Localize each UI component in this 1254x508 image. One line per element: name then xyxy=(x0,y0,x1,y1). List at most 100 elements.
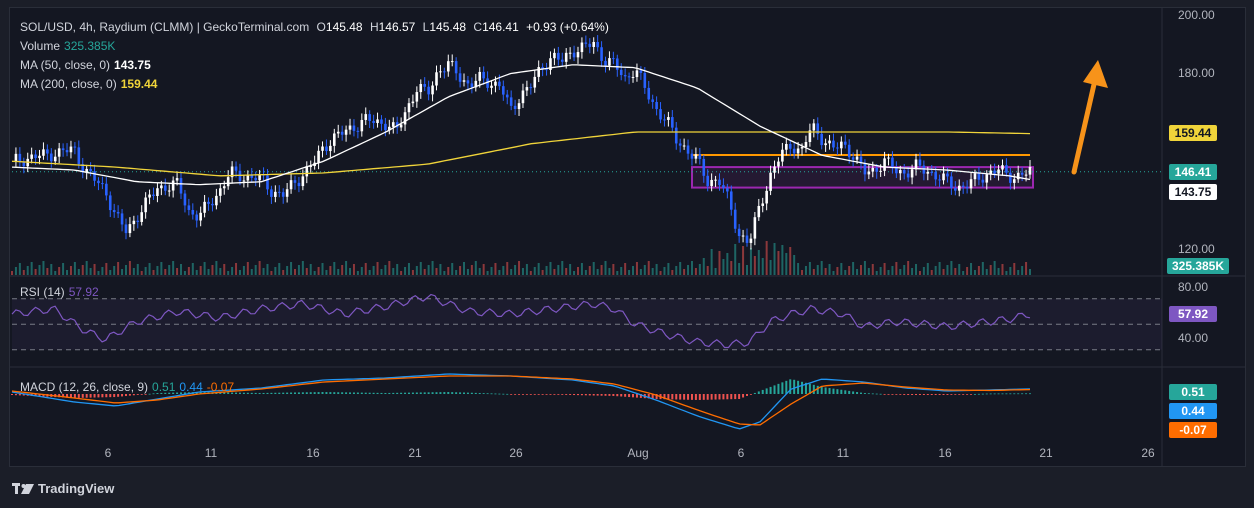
candle-body xyxy=(773,166,776,173)
candle-body xyxy=(226,177,230,187)
ma200-legend[interactable]: MA (200, close, 0) 159.44 xyxy=(20,77,158,91)
macd-histogram-bar xyxy=(639,394,642,398)
volume-bar xyxy=(124,265,127,275)
volume-bar xyxy=(859,265,862,275)
macd-histogram-bar xyxy=(266,392,269,394)
hist-price-label: -0.07 xyxy=(1169,422,1217,438)
candle-body xyxy=(906,173,910,178)
candle-body xyxy=(317,150,320,163)
candle-body xyxy=(144,197,147,213)
macd-histogram-bar xyxy=(164,392,167,394)
candle-body xyxy=(726,188,729,192)
macd-histogram-bar xyxy=(463,392,466,394)
macd-histogram-bar xyxy=(270,392,273,394)
candle-body xyxy=(101,183,104,185)
candle-body xyxy=(238,170,242,182)
candle-body xyxy=(77,147,81,165)
macd-histogram-bar xyxy=(694,394,697,400)
macd-histogram-bar xyxy=(561,394,564,395)
candle-body xyxy=(356,130,360,132)
macd-histogram-bar xyxy=(970,394,973,395)
macd-histogram-bar xyxy=(808,383,811,394)
volume-bar xyxy=(769,260,772,275)
candle-body xyxy=(1016,172,1020,180)
macd-histogram-bar xyxy=(486,393,489,395)
volume-bar xyxy=(997,268,1000,275)
ma50-legend[interactable]: MA (50, close, 0) 143.75 xyxy=(20,58,151,72)
volume-bar xyxy=(191,263,194,275)
macd-histogram-bar xyxy=(447,392,450,394)
macd-legend[interactable]: MACD (12, 26, close, 9) 0.51 0.44 -0.07 xyxy=(20,380,235,394)
volume-bar xyxy=(883,263,886,275)
volume-bar xyxy=(227,271,230,275)
macd-histogram-bar xyxy=(109,394,112,398)
volume-bar xyxy=(168,265,171,275)
macd-histogram-bar xyxy=(278,392,281,394)
volume-bar xyxy=(431,261,434,275)
candle-body xyxy=(93,171,96,181)
candle-body xyxy=(333,133,336,146)
candle-body xyxy=(781,149,784,162)
candle-body xyxy=(788,143,792,149)
tradingview-brand[interactable]: TradingView xyxy=(12,481,114,496)
volume-bar xyxy=(128,261,131,275)
candle-body xyxy=(863,163,867,175)
macd-histogram-bar xyxy=(341,392,344,394)
rsi-legend[interactable]: RSI (14) 57.92 xyxy=(20,285,99,299)
macd-histogram-bar xyxy=(706,394,709,400)
volume-bar xyxy=(694,268,697,275)
volume-bar xyxy=(765,241,768,275)
candle-body xyxy=(635,70,639,78)
volume-bar xyxy=(156,266,159,275)
candle-body xyxy=(108,195,112,211)
candle-body xyxy=(1001,165,1004,170)
macd-histogram-bar xyxy=(105,394,108,398)
volume-bar xyxy=(836,267,839,275)
macd-histogram-bar xyxy=(985,393,988,395)
volume-bar xyxy=(679,262,682,275)
candle-body xyxy=(895,168,898,174)
candle-body xyxy=(466,80,470,84)
volume-bar xyxy=(722,259,725,275)
candle-body xyxy=(753,217,757,239)
volume-legend[interactable]: Volume 325.385K xyxy=(20,39,116,53)
macd-histogram-bar xyxy=(671,394,674,400)
macd-histogram-bar xyxy=(663,394,666,400)
volume-bar xyxy=(785,253,788,275)
candle-body xyxy=(498,81,501,87)
volume-bar xyxy=(317,267,320,275)
candle-body xyxy=(289,180,293,190)
macd-histogram-bar xyxy=(494,393,497,395)
candle-body xyxy=(376,119,379,124)
volume-bar xyxy=(349,268,352,275)
volume-bar xyxy=(981,262,984,275)
symbol-title[interactable]: SOL/USD, 4h, Raydium (CLMM) | GeckoTermi… xyxy=(20,20,310,34)
candle-body xyxy=(478,71,482,81)
candle-body xyxy=(541,67,544,70)
volume-bar xyxy=(820,261,823,275)
macd-histogram-bar xyxy=(863,393,866,394)
volume-bar xyxy=(730,261,733,275)
x-tick-label: 6 xyxy=(737,446,745,460)
macd-histogram-bar xyxy=(1029,393,1031,395)
candle-body xyxy=(934,172,937,180)
candle-body xyxy=(521,90,525,104)
candle-body xyxy=(678,143,682,146)
candle-body xyxy=(30,154,33,159)
volume-bar xyxy=(18,263,21,275)
volume-bar xyxy=(541,270,544,275)
volume-bar xyxy=(757,250,760,275)
volume-bar xyxy=(1029,269,1031,275)
macd-histogram-bar xyxy=(962,394,965,395)
candle-body xyxy=(140,212,144,222)
macd-histogram-bar xyxy=(690,394,693,400)
candle-body xyxy=(234,166,238,171)
volume-bar xyxy=(286,266,289,275)
volume-bar xyxy=(293,269,296,275)
candle-body xyxy=(714,179,717,181)
volume-bar xyxy=(463,262,466,275)
volume-bar xyxy=(521,268,524,275)
candle-body xyxy=(560,59,564,62)
macd-histogram-bar xyxy=(1025,393,1028,395)
